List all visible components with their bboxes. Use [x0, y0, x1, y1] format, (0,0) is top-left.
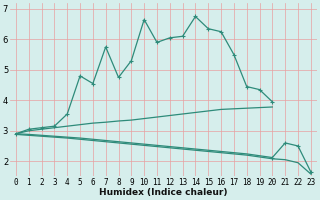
X-axis label: Humidex (Indice chaleur): Humidex (Indice chaleur): [99, 188, 228, 197]
